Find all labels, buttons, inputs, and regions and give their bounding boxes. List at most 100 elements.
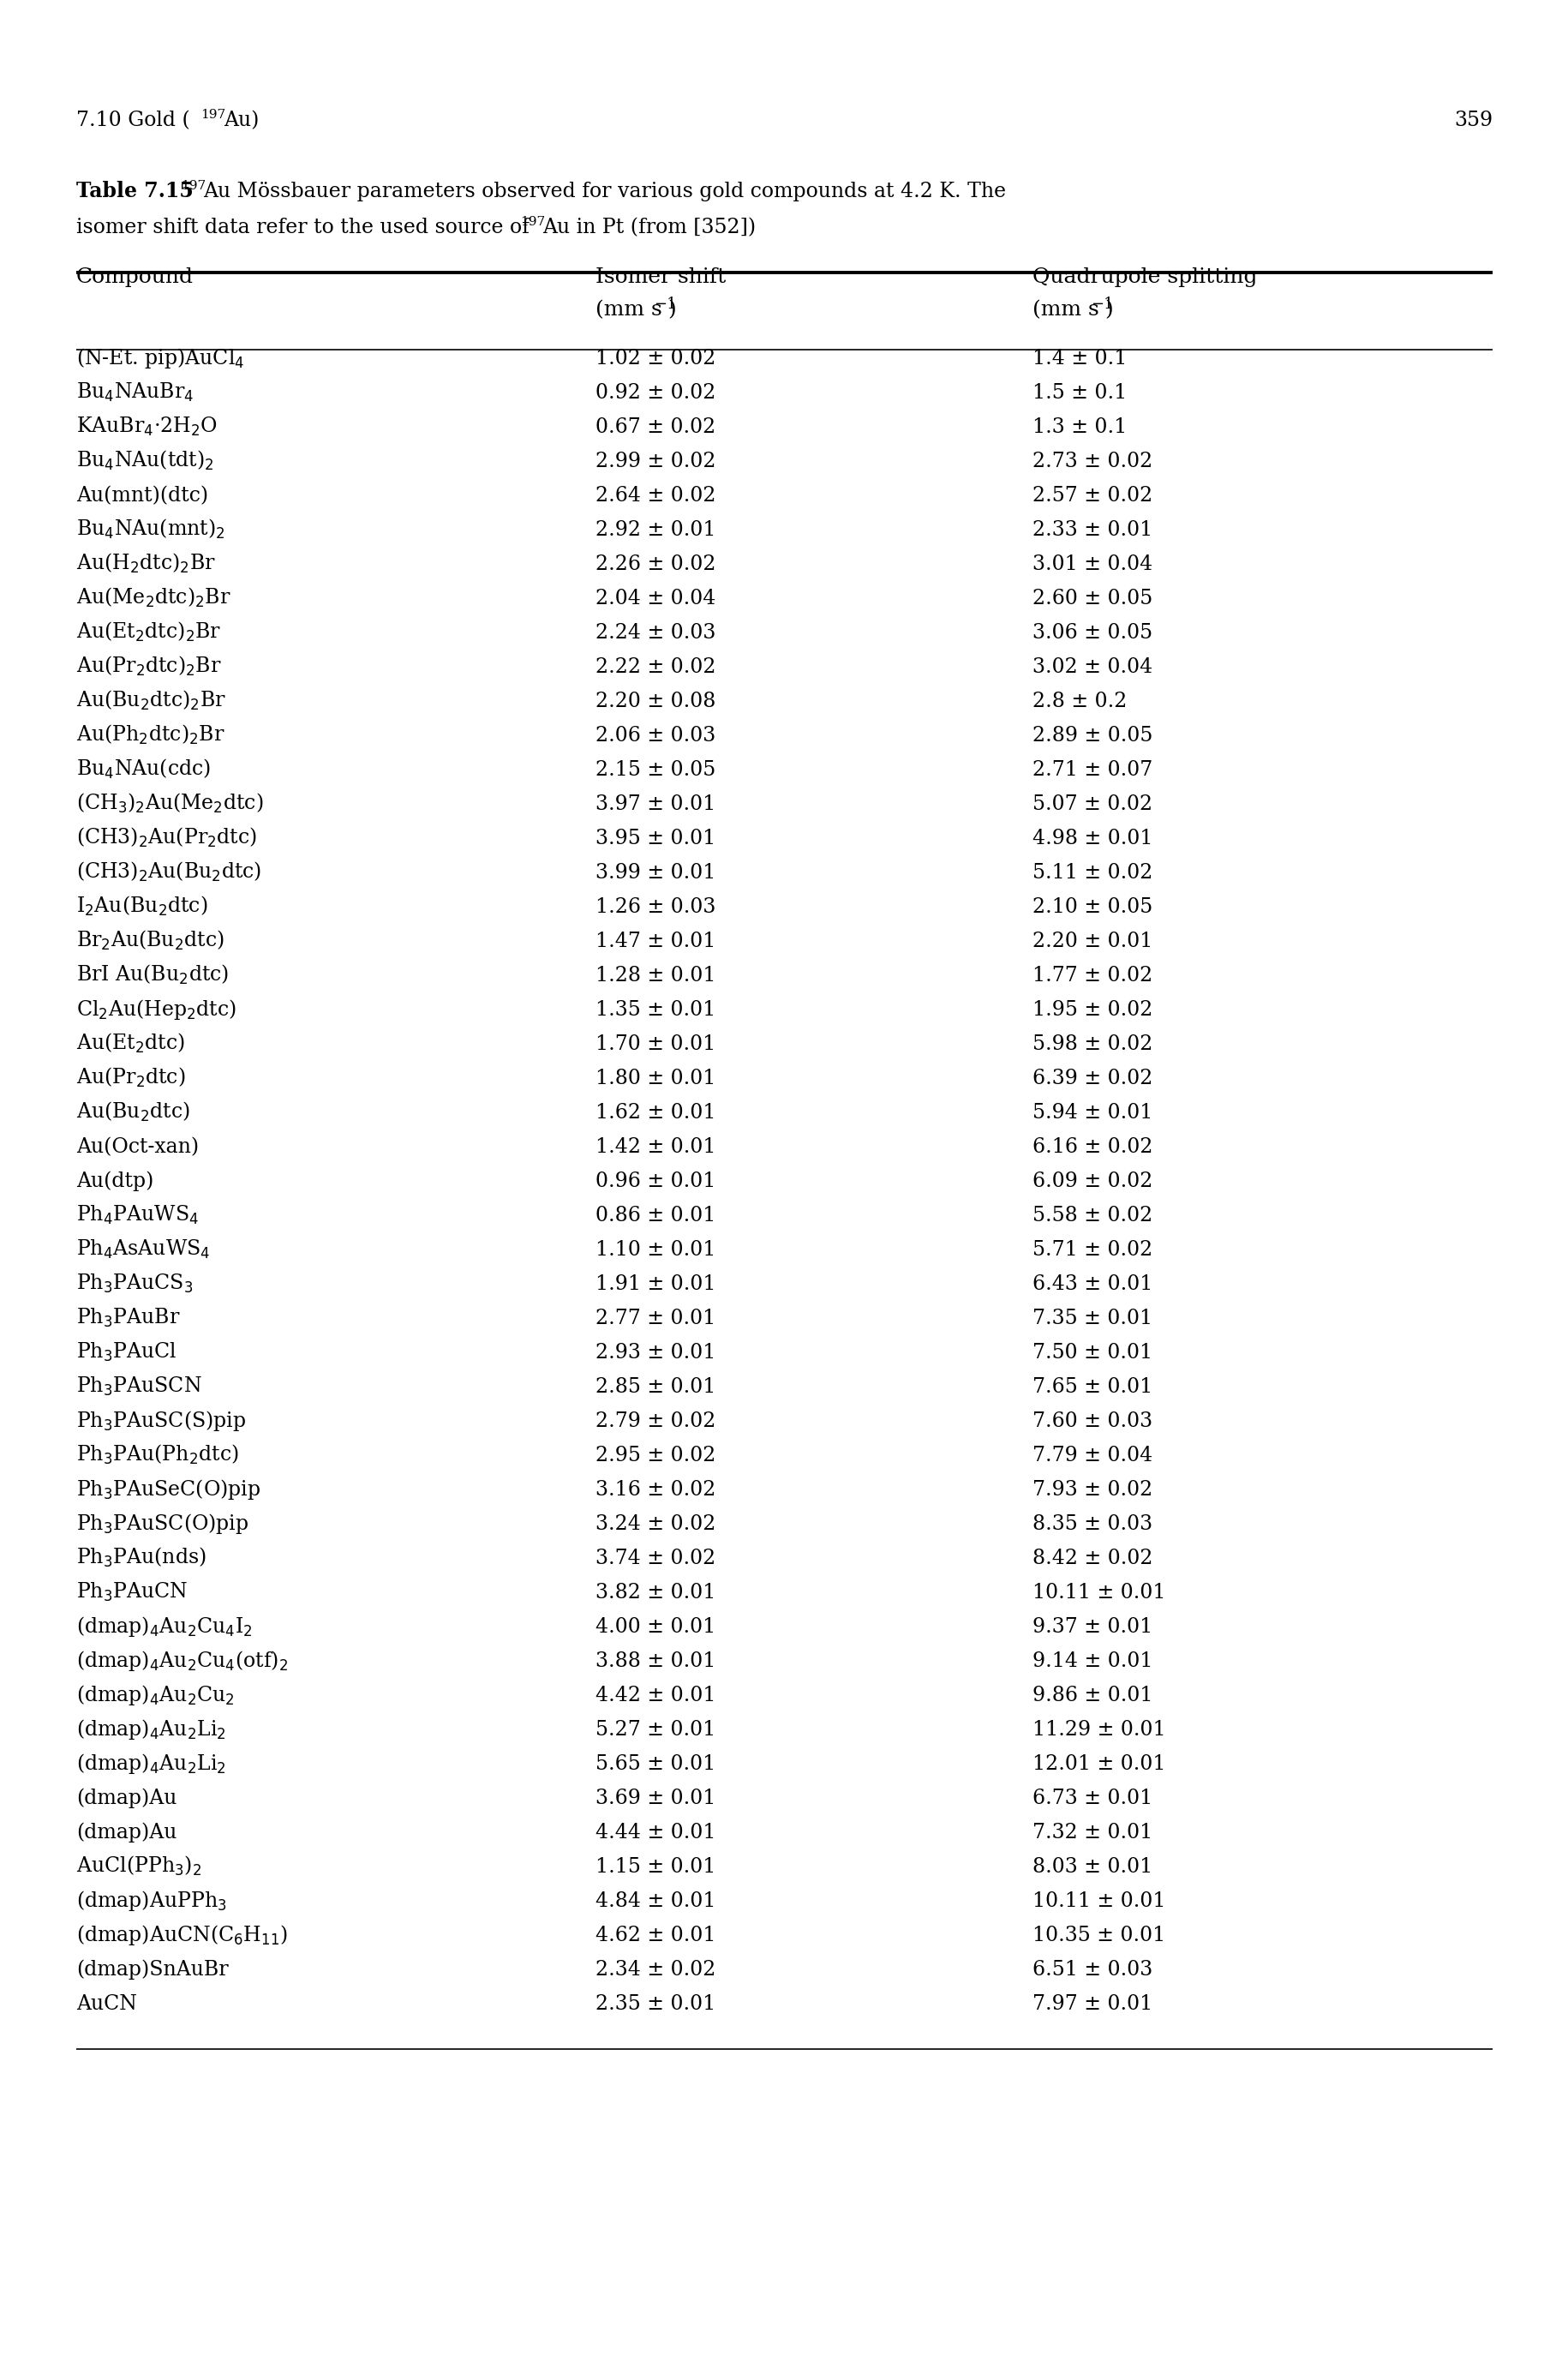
Text: 12.01 ± 0.01: 12.01 ± 0.01 [1032, 1753, 1165, 1775]
Text: 2.35 ± 0.01: 2.35 ± 0.01 [596, 1994, 715, 2015]
Text: 9.14 ± 0.01: 9.14 ± 0.01 [1032, 1651, 1152, 1670]
Text: 3.02 ± 0.04: 3.02 ± 0.04 [1032, 657, 1152, 678]
Text: 1.3 ± 0.1: 1.3 ± 0.1 [1032, 416, 1126, 438]
Text: 4.98 ± 0.01: 4.98 ± 0.01 [1032, 828, 1152, 849]
Text: 1.28 ± 0.01: 1.28 ± 0.01 [596, 966, 715, 985]
Text: ): ) [1104, 300, 1112, 319]
Text: 1.35 ± 0.01: 1.35 ± 0.01 [596, 999, 715, 1021]
Text: 1.62 ± 0.01: 1.62 ± 0.01 [596, 1104, 715, 1123]
Text: 4.00 ± 0.01: 4.00 ± 0.01 [596, 1618, 715, 1637]
Text: Br$_2$Au(Bu$_2$dtc): Br$_2$Au(Bu$_2$dtc) [77, 928, 224, 952]
Text: 9.37 ± 0.01: 9.37 ± 0.01 [1032, 1618, 1152, 1637]
Text: (mm s: (mm s [596, 300, 662, 319]
Text: 2.10 ± 0.05: 2.10 ± 0.05 [1032, 897, 1152, 916]
Text: 2.99 ± 0.02: 2.99 ± 0.02 [596, 452, 715, 471]
Text: (dmap)Au: (dmap)Au [77, 1789, 177, 1808]
Text: 4.84 ± 0.01: 4.84 ± 0.01 [596, 1891, 715, 1910]
Text: 2.93 ± 0.01: 2.93 ± 0.01 [596, 1342, 715, 1363]
Text: 2.33 ± 0.01: 2.33 ± 0.01 [1032, 521, 1152, 540]
Text: (N-Et. pip)AuCl$_4$: (N-Et. pip)AuCl$_4$ [77, 347, 245, 371]
Text: 1.10 ± 0.01: 1.10 ± 0.01 [596, 1239, 715, 1261]
Text: 2.89 ± 0.05: 2.89 ± 0.05 [1032, 726, 1152, 745]
Text: Table 7.15: Table 7.15 [77, 181, 193, 202]
Text: 1.70 ± 0.01: 1.70 ± 0.01 [596, 1035, 715, 1054]
Text: 1.77 ± 0.02: 1.77 ± 0.02 [1032, 966, 1152, 985]
Text: 2.71 ± 0.07: 2.71 ± 0.07 [1032, 761, 1152, 780]
Text: 11.29 ± 0.01: 11.29 ± 0.01 [1032, 1720, 1165, 1739]
Text: 3.01 ± 0.04: 3.01 ± 0.04 [1032, 554, 1152, 573]
Text: Au(Ph$_2$dtc)$_2$Br: Au(Ph$_2$dtc)$_2$Br [77, 723, 224, 747]
Text: 3.95 ± 0.01: 3.95 ± 0.01 [596, 828, 715, 849]
Text: 197: 197 [521, 216, 544, 228]
Text: 197: 197 [201, 109, 226, 121]
Text: 2.06 ± 0.03: 2.06 ± 0.03 [596, 726, 715, 745]
Text: 3.97 ± 0.01: 3.97 ± 0.01 [596, 795, 715, 814]
Text: 2.20 ± 0.01: 2.20 ± 0.01 [1032, 933, 1152, 952]
Text: 6.39 ± 0.02: 6.39 ± 0.02 [1032, 1068, 1152, 1087]
Text: 4.44 ± 0.01: 4.44 ± 0.01 [596, 1822, 715, 1841]
Text: 3.88 ± 0.01: 3.88 ± 0.01 [596, 1651, 715, 1670]
Text: 1.95 ± 0.02: 1.95 ± 0.02 [1032, 999, 1152, 1021]
Text: 6.51 ± 0.03: 6.51 ± 0.03 [1032, 1960, 1152, 1979]
Text: Ph$_4$PAuWS$_4$: Ph$_4$PAuWS$_4$ [77, 1204, 199, 1228]
Text: Au(Bu$_2$dtc): Au(Bu$_2$dtc) [77, 1101, 190, 1123]
Text: (dmap)$_4$Au$_2$Cu$_4$I$_2$: (dmap)$_4$Au$_2$Cu$_4$I$_2$ [77, 1615, 252, 1639]
Text: Au(Pr$_2$dtc): Au(Pr$_2$dtc) [77, 1066, 185, 1090]
Text: Ph$_3$PAuCS$_3$: Ph$_3$PAuCS$_3$ [77, 1273, 193, 1294]
Text: isomer shift data refer to the used source of: isomer shift data refer to the used sour… [77, 216, 536, 238]
Text: 2.34 ± 0.02: 2.34 ± 0.02 [596, 1960, 715, 1979]
Text: Ph$_3$PAuCl: Ph$_3$PAuCl [77, 1342, 177, 1363]
Text: 3.82 ± 0.01: 3.82 ± 0.01 [596, 1582, 715, 1603]
Text: (mm s: (mm s [1032, 300, 1099, 319]
Text: (dmap)AuCN(C$_6$H$_{11}$): (dmap)AuCN(C$_6$H$_{11}$) [77, 1922, 287, 1946]
Text: 8.35 ± 0.03: 8.35 ± 0.03 [1032, 1515, 1152, 1534]
Text: 2.77 ± 0.01: 2.77 ± 0.01 [596, 1308, 715, 1327]
Text: BrI Au(Bu$_2$dtc): BrI Au(Bu$_2$dtc) [77, 963, 229, 987]
Text: 5.98 ± 0.02: 5.98 ± 0.02 [1032, 1035, 1152, 1054]
Text: 1.91 ± 0.01: 1.91 ± 0.01 [596, 1275, 715, 1294]
Text: 2.8 ± 0.2: 2.8 ± 0.2 [1032, 692, 1126, 711]
Text: 2.85 ± 0.01: 2.85 ± 0.01 [596, 1377, 715, 1396]
Text: Au(Et$_2$dtc)$_2$Br: Au(Et$_2$dtc)$_2$Br [77, 621, 221, 645]
Text: 5.27 ± 0.01: 5.27 ± 0.01 [596, 1720, 715, 1739]
Text: 3.74 ± 0.02: 3.74 ± 0.02 [596, 1549, 715, 1568]
Text: 0.96 ± 0.01: 0.96 ± 0.01 [596, 1170, 715, 1192]
Text: AuCN: AuCN [77, 1994, 136, 2015]
Text: Au(H$_2$dtc)$_2$Br: Au(H$_2$dtc)$_2$Br [77, 552, 216, 576]
Text: 7.50 ± 0.01: 7.50 ± 0.01 [1032, 1342, 1152, 1363]
Text: 5.94 ± 0.01: 5.94 ± 0.01 [1032, 1104, 1152, 1123]
Text: 6.16 ± 0.02: 6.16 ± 0.02 [1032, 1137, 1152, 1156]
Text: 1.15 ± 0.01: 1.15 ± 0.01 [596, 1858, 715, 1877]
Text: 2.95 ± 0.02: 2.95 ± 0.02 [596, 1446, 715, 1465]
Text: Au(Bu$_2$dtc)$_2$Br: Au(Bu$_2$dtc)$_2$Br [77, 690, 226, 711]
Text: 3.06 ± 0.05: 3.06 ± 0.05 [1032, 623, 1152, 642]
Text: 8.03 ± 0.01: 8.03 ± 0.01 [1032, 1858, 1152, 1877]
Text: Au(dtp): Au(dtp) [77, 1170, 154, 1192]
Text: (dmap)$_4$Au$_2$Li$_2$: (dmap)$_4$Au$_2$Li$_2$ [77, 1718, 226, 1741]
Text: 5.58 ± 0.02: 5.58 ± 0.02 [1032, 1206, 1152, 1225]
Text: 4.42 ± 0.01: 4.42 ± 0.01 [596, 1687, 715, 1706]
Text: −1: −1 [1090, 297, 1113, 312]
Text: 2.22 ± 0.02: 2.22 ± 0.02 [596, 657, 715, 678]
Text: I$_2$Au(Bu$_2$dtc): I$_2$Au(Bu$_2$dtc) [77, 895, 207, 918]
Text: 1.26 ± 0.03: 1.26 ± 0.03 [596, 897, 715, 916]
Text: Ph$_4$AsAuWS$_4$: Ph$_4$AsAuWS$_4$ [77, 1239, 210, 1261]
Text: 6.09 ± 0.02: 6.09 ± 0.02 [1032, 1170, 1152, 1192]
Text: 3.99 ± 0.01: 3.99 ± 0.01 [596, 864, 715, 883]
Text: 7.60 ± 0.03: 7.60 ± 0.03 [1032, 1411, 1152, 1432]
Text: 2.64 ± 0.02: 2.64 ± 0.02 [596, 485, 715, 507]
Text: 359: 359 [1454, 109, 1491, 131]
Text: Bu$_4$NAu(cdc): Bu$_4$NAu(cdc) [77, 757, 210, 780]
Text: 3.24 ± 0.02: 3.24 ± 0.02 [596, 1515, 715, 1534]
Text: 197: 197 [180, 181, 205, 193]
Text: 1.80 ± 0.01: 1.80 ± 0.01 [596, 1068, 715, 1087]
Text: 2.60 ± 0.05: 2.60 ± 0.05 [1032, 588, 1152, 609]
Text: 1.47 ± 0.01: 1.47 ± 0.01 [596, 933, 715, 952]
Text: ): ) [666, 300, 676, 319]
Text: Quadrupole splitting: Quadrupole splitting [1032, 266, 1256, 288]
Text: 7.10 Gold (: 7.10 Gold ( [77, 109, 190, 131]
Text: 2.79 ± 0.02: 2.79 ± 0.02 [596, 1411, 715, 1432]
Text: (dmap)$_4$Au$_2$Cu$_2$: (dmap)$_4$Au$_2$Cu$_2$ [77, 1682, 235, 1708]
Text: 7.97 ± 0.01: 7.97 ± 0.01 [1032, 1994, 1152, 2015]
Text: 7.65 ± 0.01: 7.65 ± 0.01 [1032, 1377, 1152, 1396]
